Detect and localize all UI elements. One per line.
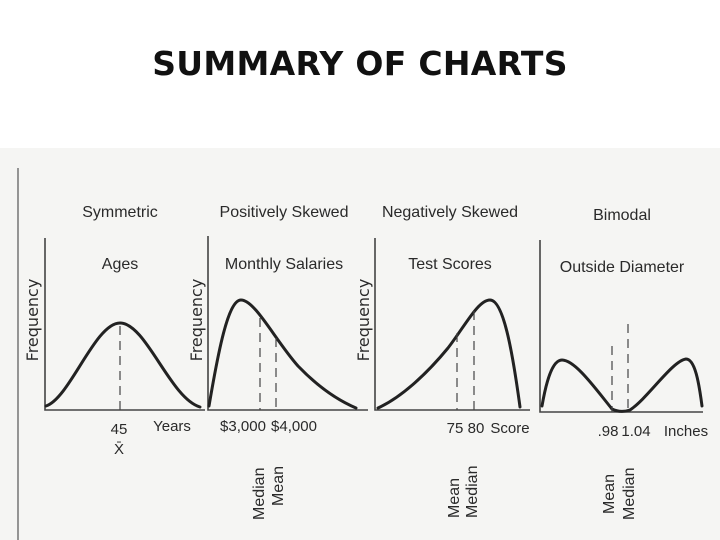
panel-shape-label: Negatively Skewed xyxy=(382,204,518,221)
tick-label-80: 80 xyxy=(468,420,485,437)
x-unit-label: Years xyxy=(153,418,191,435)
median-legend-label: Median xyxy=(464,466,481,518)
panel-negatively-skewed: Negatively Skewed Test Scores Frequency … xyxy=(354,204,530,518)
mean-legend-label: Mean xyxy=(446,478,463,518)
negative-skew-curve xyxy=(376,298,522,410)
x-unit-label: Inches xyxy=(664,423,708,440)
symmetric-curve xyxy=(44,321,202,409)
tick-label-3000: $3,000 xyxy=(220,418,266,435)
axis-lines xyxy=(207,236,368,411)
slide-title: SUMMARY OF CHARTS xyxy=(152,44,568,83)
panel-bimodal: Bimodal Outside Diameter .98 1.04 Inches… xyxy=(539,207,708,520)
mean-legend-label: Mean xyxy=(601,474,618,514)
panel-symmetric: Symmetric Ages Frequency 45 X̄ Years xyxy=(23,204,205,458)
y-axis-label: Frequency xyxy=(187,279,206,362)
y-axis-label: Frequency xyxy=(354,279,373,362)
x-unit-label: Score xyxy=(490,420,529,437)
median-legend-label: Median xyxy=(621,468,638,520)
axis-lines xyxy=(44,238,205,411)
tick-label-75: 75 xyxy=(447,420,464,437)
y-axis-label: Frequency xyxy=(23,279,42,362)
tick-label-098: .98 xyxy=(598,423,619,440)
panel-variable-label: Test Scores xyxy=(408,256,492,273)
mean-legend-label: Mean xyxy=(270,466,287,506)
median-legend-label: Median xyxy=(251,468,268,520)
bimodal-curve xyxy=(540,357,704,413)
panel-variable-label: Monthly Salaries xyxy=(225,256,343,273)
panel-positively-skewed: Positively Skewed Monthly Salaries Frequ… xyxy=(187,204,368,520)
panel-variable-label: Outside Diameter xyxy=(560,259,685,276)
axis-lines xyxy=(539,240,703,413)
panel-variable-label: Ages xyxy=(102,256,138,273)
panel-shape-label: Positively Skewed xyxy=(220,204,349,221)
tick-label-45: 45 xyxy=(111,421,128,438)
tick-label-104: 1.04 xyxy=(621,423,650,440)
distribution-shapes-figure: Symmetric Ages Frequency 45 X̄ Years Pos… xyxy=(0,148,720,540)
panel-shape-label: Symmetric xyxy=(82,204,158,221)
positive-skew-curve xyxy=(207,298,358,410)
panel-shape-label: Bimodal xyxy=(593,207,651,224)
tick-label-4000: $4,000 xyxy=(271,418,317,435)
tick-label-xbar: X̄ xyxy=(114,441,124,458)
axis-lines xyxy=(374,238,530,411)
